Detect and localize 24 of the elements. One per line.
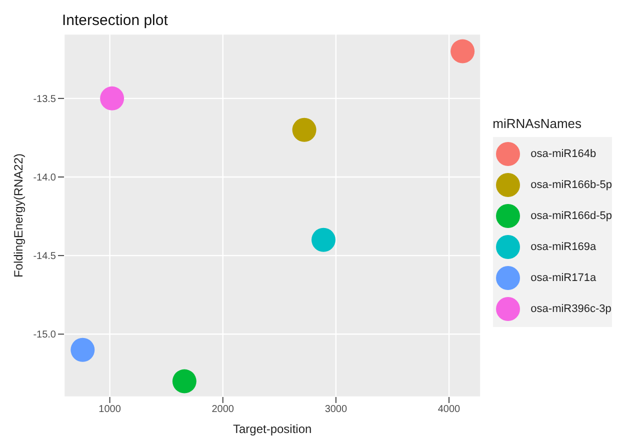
legend-label: osa-miR166b-5p	[530, 179, 612, 192]
y-tick-label: -14.5	[33, 251, 56, 262]
legend-title: miRNAsNames	[492, 116, 583, 131]
y-tick-label: -15.0	[33, 330, 56, 341]
point	[100, 86, 124, 110]
chart-title: Intersection plot	[62, 12, 168, 29]
y-axis-title: FoldingEnergy(RNA22)	[11, 153, 26, 278]
y-tick-label: -14.0	[33, 172, 56, 184]
x-tick-label: 1000	[98, 404, 122, 416]
point	[70, 338, 95, 362]
point	[172, 369, 196, 394]
x-tick-label: 4000	[438, 404, 461, 416]
x-tick-label: 3000	[324, 404, 348, 416]
point	[292, 118, 316, 142]
legend-label: osa-miR164b	[530, 148, 596, 160]
legend-label: osa-miR396c-3p	[530, 303, 612, 316]
x-tick-label: 2000	[212, 404, 234, 416]
x-axis-title: Target-position	[232, 422, 312, 436]
point	[312, 228, 336, 252]
legend-label: osa-miR171a	[530, 272, 596, 284]
y-tick-label: -13.5	[33, 94, 56, 105]
legend-label: osa-miR166d-5p	[530, 210, 612, 222]
point	[450, 39, 475, 64]
legend-label: osa-miR169a	[530, 241, 596, 254]
